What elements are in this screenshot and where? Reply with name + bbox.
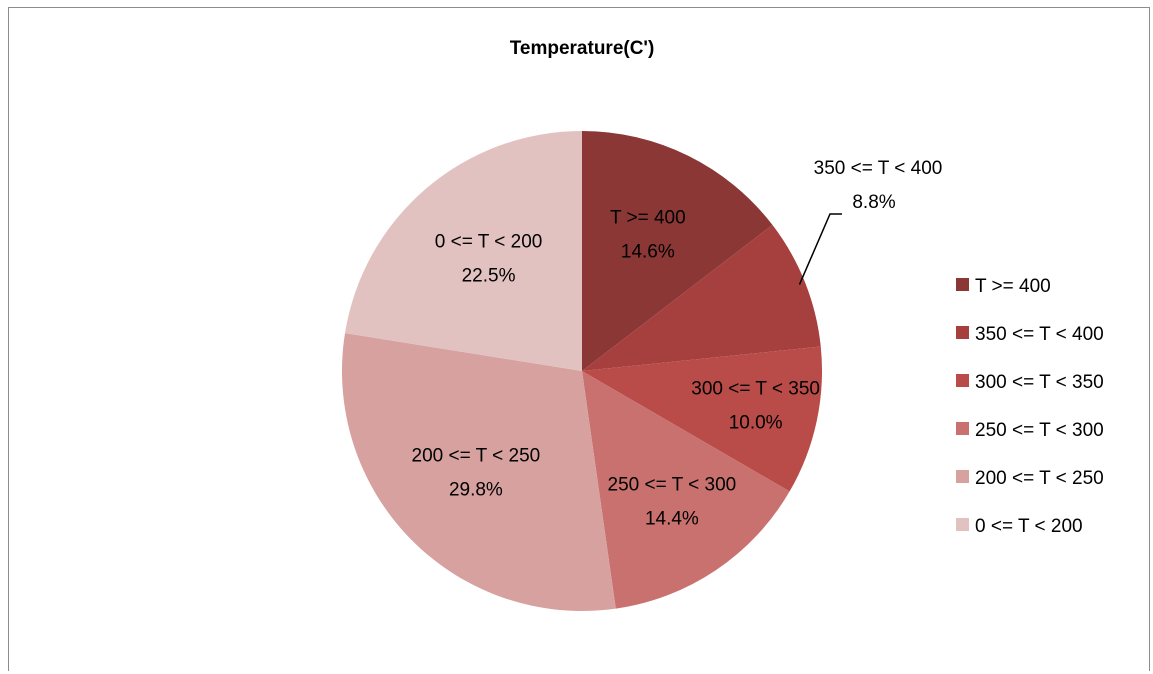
pie-slice-200-le-t-lt-250 xyxy=(342,333,616,611)
data-label-category: 250 <= T < 300 xyxy=(608,474,737,495)
chart-area xyxy=(8,7,1150,671)
data-label-value: 10.0% xyxy=(729,412,783,433)
data-label-category: 300 <= T < 350 xyxy=(691,378,820,399)
data-label-value: 29.8% xyxy=(449,479,503,500)
pie-slice-t-ge-400 xyxy=(582,131,773,371)
legend-swatch-t-ge-400 xyxy=(956,278,969,291)
legend-label-200-le-t-lt-250: 200 <= T < 250 xyxy=(975,468,1104,489)
data-label-category: 200 <= T < 250 xyxy=(412,445,541,466)
data-label-value: 8.8% xyxy=(852,192,895,213)
legend-label-250-le-t-lt-300: 250 <= T < 300 xyxy=(975,420,1104,441)
legend-swatch-300-le-t-lt-350 xyxy=(956,374,969,387)
legend-label-0-le-t-lt-200: 0 <= T < 200 xyxy=(975,516,1083,537)
legend: T >= 400 350 <= T < 400 300 <= T < 350 250 … xyxy=(956,276,1104,537)
data-label-category: T >= 400 xyxy=(610,208,686,229)
data-label-value: 22.5% xyxy=(462,265,516,286)
pie-slice-250-le-t-lt-300 xyxy=(582,371,790,609)
data-label-value: 14.4% xyxy=(645,508,699,529)
data-label-value: 14.6% xyxy=(621,242,675,263)
legend-swatch-350-le-t-lt-400 xyxy=(956,326,969,339)
pie-slice-350-le-t-lt-400 xyxy=(582,224,821,371)
chart-title: Temperature(C') xyxy=(510,38,655,59)
legend-swatch-200-le-t-lt-250 xyxy=(956,470,969,483)
legend-label-t-ge-400: T >= 400 xyxy=(975,276,1051,297)
pie-slice-0-le-t-lt-200 xyxy=(345,131,582,371)
legend-swatch-0-le-t-lt-200 xyxy=(956,518,969,531)
legend-swatch-250-le-t-lt-300 xyxy=(956,422,969,435)
legend-label-300-le-t-lt-350: 300 <= T < 350 xyxy=(975,372,1104,393)
data-label-category: 350 <= T < 400 xyxy=(814,158,943,179)
data-label-leader-line xyxy=(798,213,842,285)
data-label-category: 0 <= T < 200 xyxy=(435,231,543,252)
pie-slice-300-le-t-lt-350 xyxy=(582,346,822,492)
legend-label-350-le-t-lt-400: 350 <= T < 400 xyxy=(975,324,1104,345)
